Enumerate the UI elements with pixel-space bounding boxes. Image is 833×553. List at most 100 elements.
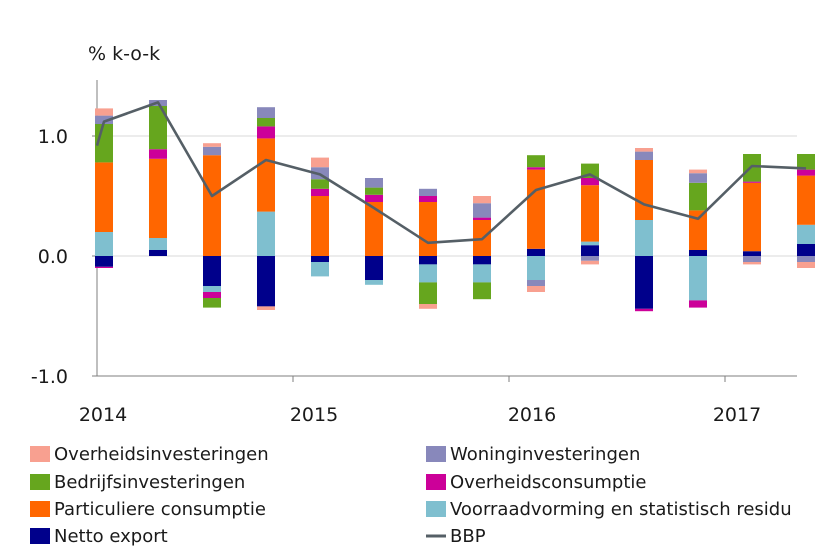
bar-segment-netto-export-2016q3 xyxy=(635,256,653,309)
bar-segment-voorraadvorming-en-statistisch-residu-2014q3 xyxy=(203,286,221,292)
bar-segment-netto-export-2015q2 xyxy=(365,256,383,280)
bar-segment-particuliere-consumptie-2017q1 xyxy=(743,182,761,252)
bar-segment-netto-export-2014q1 xyxy=(95,256,113,267)
bar-segment-overheidsconsumptie-2016q4 xyxy=(689,300,707,308)
bar-segment-woninginvesteringen-2015q4 xyxy=(473,203,491,218)
bar-segment-particuliere-consumptie-2014q3 xyxy=(203,155,221,256)
bar-segment-particuliere-consumptie-2015q2 xyxy=(365,202,383,256)
bar-segment-netto-export-2016q2 xyxy=(581,245,599,256)
bar-segment-particuliere-consumptie-2015q3 xyxy=(419,202,437,256)
bar-segment-bedrijfsinvesteringen-2015q4 xyxy=(473,282,491,300)
bar-segment-overheidsconsumptie-2015q1 xyxy=(311,188,329,196)
unit-label: % k-o-k xyxy=(88,43,160,65)
bar-segment-overheidsinvesteringen-2016q4 xyxy=(689,169,707,174)
legend-swatch-netto-export xyxy=(30,528,50,544)
bar-segment-bedrijfsinvesteringen-2017q2 xyxy=(797,154,815,170)
bar-segment-overheidsinvesteringen-2017q2 xyxy=(797,262,815,268)
legend-label: Overheidsinvesteringen xyxy=(54,444,269,465)
y-tick-label: -1.0 xyxy=(31,366,68,388)
bar-segment-overheidsinvesteringen-2016q1 xyxy=(527,286,545,292)
bar-segment-particuliere-consumptie-2016q1 xyxy=(527,169,545,249)
bar-segment-netto-export-2017q1 xyxy=(743,251,761,256)
bar-segment-bedrijfsinvesteringen-2014q4 xyxy=(257,118,275,127)
bbp-line xyxy=(95,101,807,245)
legend-swatch-particuliere-consumptie xyxy=(30,501,50,517)
bar-segment-woninginvesteringen-2016q2 xyxy=(581,256,599,261)
bar-segment-woninginvesteringen-2016q3 xyxy=(635,151,653,160)
axis-labels: % k-o-k -1.0 0.0 1.0 2014 2015 2016 2017 xyxy=(31,43,761,426)
bar-segment-woninginvesteringen-2015q3 xyxy=(419,188,437,196)
bar-segment-woninginvesteringen-2017q1 xyxy=(743,256,761,262)
bar-segment-overheidsconsumptie-2016q2 xyxy=(581,178,599,186)
bar-segment-voorraadvorming-en-statistisch-residu-2016q2 xyxy=(581,241,599,246)
bar-segment-overheidsinvesteringen-2015q1 xyxy=(311,157,329,168)
bar-segment-overheidsconsumptie-2015q4 xyxy=(473,217,491,220)
bar-segment-woninginvesteringen-2016q4 xyxy=(689,173,707,183)
bar-segment-overheidsinvesteringen-2017q1 xyxy=(743,262,761,265)
bar-segment-particuliere-consumptie-2014q4 xyxy=(257,138,275,212)
bar-segment-particuliere-consumptie-2017q2 xyxy=(797,175,815,225)
bar-segment-particuliere-consumptie-2016q2 xyxy=(581,185,599,242)
x-year-label: 2016 xyxy=(508,404,556,426)
bar-segment-overheidsconsumptie-2014q3 xyxy=(203,292,221,298)
legend-label: Bedrijfsinvesteringen xyxy=(54,472,245,493)
legend-swatch-bedrijfsinvesteringen xyxy=(30,474,50,490)
bar-segment-netto-export-2016q4 xyxy=(689,250,707,256)
bar-segment-overheidsinvesteringen-2014q1 xyxy=(95,108,113,116)
bar-segment-overheidsinvesteringen-2016q3 xyxy=(635,148,653,152)
stacked-bars xyxy=(95,100,815,312)
bar-segment-bedrijfsinvesteringen-2015q1 xyxy=(311,179,329,189)
legend-label: BBP xyxy=(450,526,486,547)
bar-segment-overheidsconsumptie-2014q1 xyxy=(95,266,113,268)
bar-segment-particuliere-consumptie-2016q3 xyxy=(635,160,653,220)
bar-segment-bedrijfsinvesteringen-2015q2 xyxy=(365,187,383,195)
bar-segment-overheidsconsumptie-2016q1 xyxy=(527,167,545,170)
bar-segment-voorraadvorming-en-statistisch-residu-2017q2 xyxy=(797,224,815,244)
bar-segment-overheidsconsumptie-2015q2 xyxy=(365,194,383,202)
bar-segment-overheidsconsumptie-2015q3 xyxy=(419,196,437,202)
legend-label: Particuliere consumptie xyxy=(54,499,266,520)
bar-segment-voorraadvorming-en-statistisch-residu-2014q4 xyxy=(257,211,275,256)
bar-segment-overheidsinvesteringen-2014q4 xyxy=(257,306,275,310)
x-year-label: 2015 xyxy=(290,404,338,426)
bar-segment-netto-export-2015q1 xyxy=(311,256,329,262)
bar-segment-netto-export-2014q2 xyxy=(149,250,167,256)
bar-segment-voorraadvorming-en-statistisch-residu-2014q1 xyxy=(95,232,113,256)
bar-segment-bedrijfsinvesteringen-2015q3 xyxy=(419,282,437,304)
bar-segment-woninginvesteringen-2016q1 xyxy=(527,280,545,286)
bar-segment-overheidsinvesteringen-2015q3 xyxy=(419,304,437,309)
bar-segment-woninginvesteringen-2017q2 xyxy=(797,256,815,262)
bar-segment-bedrijfsinvesteringen-2016q4 xyxy=(689,182,707,211)
bar-segment-overheidsconsumptie-2017q2 xyxy=(797,169,815,176)
legend-label: Overheidsconsumptie xyxy=(450,472,646,493)
bar-segment-voorraadvorming-en-statistisch-residu-2016q1 xyxy=(527,256,545,280)
bar-segment-netto-export-2015q4 xyxy=(473,256,491,265)
bar-segment-voorraadvorming-en-statistisch-residu-2015q3 xyxy=(419,264,437,283)
bar-segment-particuliere-consumptie-2014q1 xyxy=(95,162,113,232)
bar-segment-particuliere-consumptie-2015q1 xyxy=(311,196,329,256)
bar-segment-voorraadvorming-en-statistisch-residu-2014q2 xyxy=(149,238,167,250)
bar-segment-voorraadvorming-en-statistisch-residu-2015q2 xyxy=(365,280,383,285)
bar-segment-overheidsconsumptie-2016q3 xyxy=(635,308,653,312)
bar-segment-overheidsconsumptie-2014q4 xyxy=(257,126,275,139)
bar-segment-overheidsconsumptie-2017q1 xyxy=(743,181,761,183)
bar-segment-overheidsinvesteringen-2015q4 xyxy=(473,196,491,204)
legend: Overheidsinvesteringen Bedrijfsinvesterin… xyxy=(30,444,792,547)
legend-label: Woninginvesteringen xyxy=(450,444,640,465)
legend-swatch-woninginvesteringen xyxy=(426,446,446,462)
bar-segment-netto-export-2017q2 xyxy=(797,244,815,256)
bbp-line-layer xyxy=(95,101,807,245)
bar-segment-netto-export-2016q1 xyxy=(527,248,545,256)
bar-segment-netto-export-2014q3 xyxy=(203,256,221,286)
bar-segment-woninginvesteringen-2014q3 xyxy=(203,146,221,156)
bar-segment-voorraadvorming-en-statistisch-residu-2015q1 xyxy=(311,262,329,277)
y-tick-label: 0.0 xyxy=(38,246,68,268)
bar-segment-voorraadvorming-en-statistisch-residu-2016q4 xyxy=(689,256,707,301)
bar-segment-particuliere-consumptie-2014q2 xyxy=(149,158,167,238)
bar-segment-particuliere-consumptie-2016q4 xyxy=(689,210,707,250)
legend-swatch-overheidsinvesteringen xyxy=(30,446,50,462)
bar-segment-voorraadvorming-en-statistisch-residu-2016q3 xyxy=(635,220,653,256)
bar-segment-woninginvesteringen-2014q1 xyxy=(95,115,113,124)
legend-swatch-overheidsconsumptie xyxy=(426,474,446,490)
